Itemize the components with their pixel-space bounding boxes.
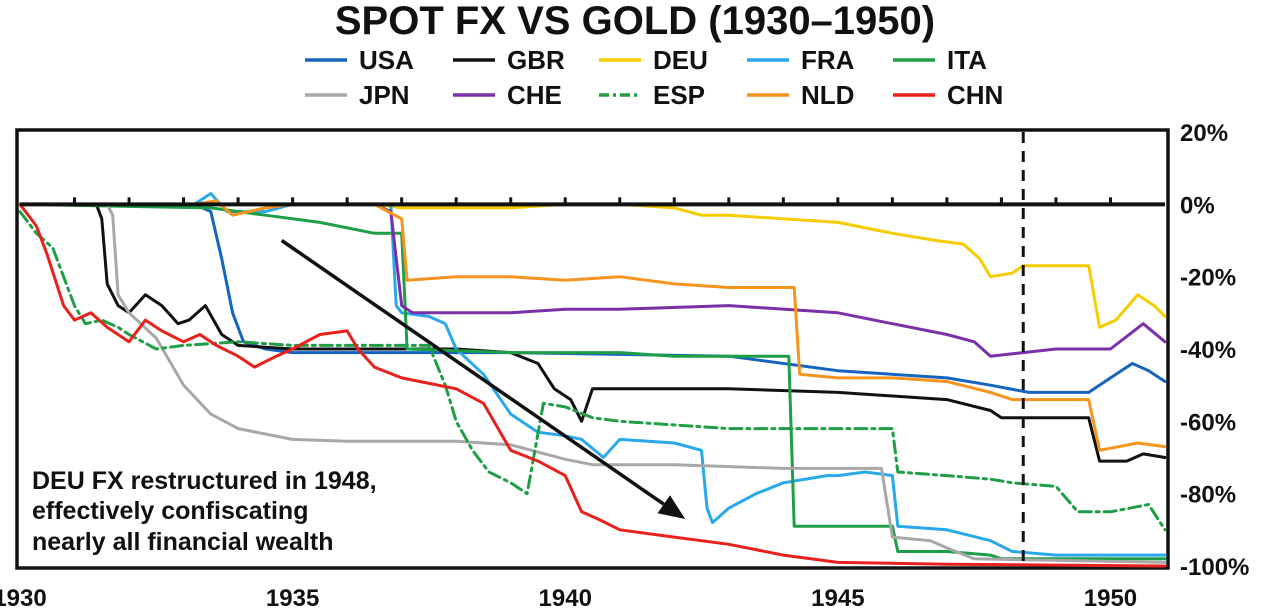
annotation-line-3: nearly all financial wealth <box>32 528 334 556</box>
series-line-usa <box>18 202 1167 394</box>
y-tick-label-60-neg: -60% <box>1180 409 1236 436</box>
y-tick-label-80-neg: -80% <box>1180 482 1236 509</box>
legend-label-fra: FRA <box>801 45 855 75</box>
y-tick-label-0: 0% <box>1180 192 1215 219</box>
legend-label-jpn: JPN <box>359 80 410 110</box>
series-line-jpn <box>18 202 1167 564</box>
y-tick-label-20-neg: -20% <box>1180 265 1236 292</box>
annotation: DEU FX restructured in 1948, effectively… <box>32 239 686 556</box>
y-tick-label-40-neg: -40% <box>1180 337 1236 364</box>
x-tick-label-1950: 1950 <box>1084 585 1137 612</box>
legend-label-che: CHE <box>507 80 562 110</box>
legend-label-ita: ITA <box>947 45 987 75</box>
legend-label-esp: ESP <box>653 80 705 110</box>
series-line-esp <box>18 210 1167 532</box>
annotation-line-2: effectively confiscating <box>32 497 308 525</box>
y-tick-label-20: 20% <box>1180 120 1228 147</box>
legend-label-gbr: GBR <box>507 45 565 75</box>
series-line-che <box>18 202 1167 358</box>
series-line-nld <box>18 199 1167 452</box>
annotation-arrow-head <box>657 495 686 519</box>
legend-label-usa: USA <box>359 45 414 75</box>
x-tick-label-1935: 1935 <box>266 585 319 612</box>
legend-label-chn: CHN <box>947 80 1003 110</box>
legend-label-nld: NLD <box>801 80 854 110</box>
plot-frame <box>15 128 1170 570</box>
x-tick-label-1930: 1930 <box>0 585 47 612</box>
y-tick-label-100-neg: -100% <box>1180 554 1249 581</box>
x-tick-label-1945: 1945 <box>811 585 864 612</box>
series-line-ita <box>18 202 1167 561</box>
x-tick-label-1940: 1940 <box>539 585 592 612</box>
chart-title: SPOT FX VS GOLD (1930–1950) <box>335 0 935 43</box>
annotation-line-1: DEU FX restructured in 1948, <box>32 467 377 495</box>
series-line-chn <box>18 202 1167 568</box>
legend: USA GBR DEU FRA ITA JPN CHE ESP NLD CHN <box>305 45 1003 110</box>
legend-label-deu: DEU <box>653 45 708 75</box>
annotation-arrow-shaft <box>280 239 665 506</box>
axis-layer: 1930 1935 1940 1945 1950 20% 0% -20% -40% -60% -80… <box>0 120 1249 612</box>
series-line-gbr <box>18 202 1167 463</box>
